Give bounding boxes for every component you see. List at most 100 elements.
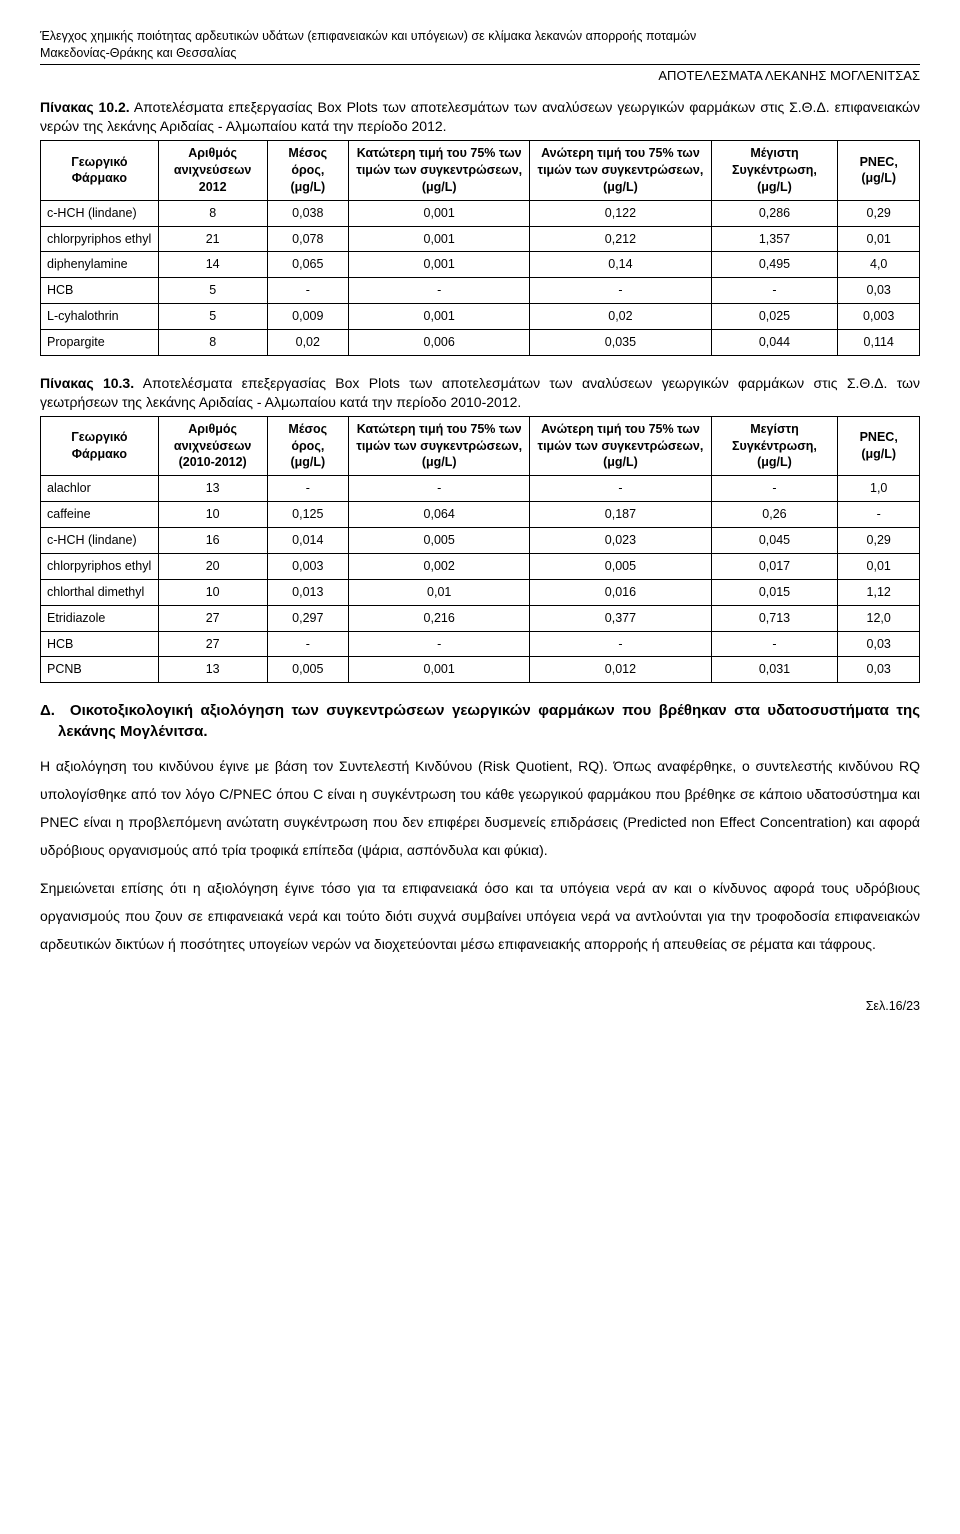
cell-pnec: 0,29: [838, 200, 920, 226]
col-mean-a: Μέσος όρος,: [288, 146, 327, 177]
cell-name: HCB: [41, 631, 159, 657]
table-row: Etridiazole270,2970,2160,3770,71312,0: [41, 605, 920, 631]
col-count-a: Αριθμός ανιχνεύσεων: [174, 146, 251, 177]
cell-pnec: 0,03: [838, 657, 920, 683]
cell-count: 21: [158, 226, 267, 252]
cell-count: 13: [158, 657, 267, 683]
cell-low: -: [349, 631, 530, 657]
page-footer: Σελ.16/23: [40, 998, 920, 1015]
cell-low: 0,001: [349, 252, 530, 278]
table-row: chlorthal dimethyl100,0130,010,0160,0151…: [41, 579, 920, 605]
header-subright: ΑΠΟΤΕΛΕΣΜΑΤΑ ΛΕΚΑΝΗΣ ΜΟΓΛΕΝΙΤΣΑΣ: [40, 67, 920, 85]
cell-max: -: [711, 631, 838, 657]
cell-high: -: [530, 631, 711, 657]
cell-count: 16: [158, 528, 267, 554]
cell-max: 0,015: [711, 579, 838, 605]
col-count-a: Αριθμός ανιχνεύσεων: [174, 422, 251, 453]
table-103-caption: Πίνακας 10.3. Αποτελέσματα επεξεργασίας …: [40, 374, 920, 412]
cell-mean: -: [267, 278, 349, 304]
cell-name: chlorpyriphos ethyl: [41, 226, 159, 252]
col-count-b: (2010-2012): [179, 455, 247, 469]
cell-low: -: [349, 278, 530, 304]
table-row: chlorpyriphos ethyl210,0780,0010,2121,35…: [41, 226, 920, 252]
cell-pnec: 12,0: [838, 605, 920, 631]
table-103: Γεωργικό Φάρμακο Αριθμός ανιχνεύσεων (201…: [40, 416, 920, 684]
cell-mean: 0,125: [267, 502, 349, 528]
cell-count: 20: [158, 553, 267, 579]
table-row: c-HCH (lindane)80,0380,0010,1220,2860,29: [41, 200, 920, 226]
col-mean-a: Μέσος όρος,: [288, 422, 327, 453]
cell-max: 0,26: [711, 502, 838, 528]
col-pnec-b: (μg/L): [861, 447, 896, 461]
cell-count: 13: [158, 476, 267, 502]
cell-max: -: [711, 278, 838, 304]
cell-low: 0,001: [349, 200, 530, 226]
cell-high: 0,377: [530, 605, 711, 631]
cell-mean: 0,297: [267, 605, 349, 631]
cell-name: diphenylamine: [41, 252, 159, 278]
table-row: PCNB130,0050,0010,0120,0310,03: [41, 657, 920, 683]
cell-mean: 0,009: [267, 304, 349, 330]
cell-low: 0,006: [349, 330, 530, 356]
cell-low: 0,01: [349, 579, 530, 605]
table-row: diphenylamine140,0650,0010,140,4954,0: [41, 252, 920, 278]
table-row: c-HCH (lindane)160,0140,0050,0230,0450,2…: [41, 528, 920, 554]
cell-count: 14: [158, 252, 267, 278]
table-103-caption-body: Αποτελέσματα επεξεργασίας Box Plots των …: [40, 375, 920, 410]
cell-mean: 0,003: [267, 553, 349, 579]
cell-pnec: 0,01: [838, 226, 920, 252]
cell-low: 0,001: [349, 304, 530, 330]
cell-name: c-HCH (lindane): [41, 200, 159, 226]
cell-pnec: 4,0: [838, 252, 920, 278]
cell-name: HCB: [41, 278, 159, 304]
cell-name: L-cyhalothrin: [41, 304, 159, 330]
cell-count: 5: [158, 304, 267, 330]
cell-high: 0,005: [530, 553, 711, 579]
col-high-a: Ανώτερη τιμή του 75% των τιμών των συγκε…: [537, 422, 703, 453]
table-103-label: Πίνακας 10.3.: [40, 375, 134, 391]
cell-low: 0,001: [349, 657, 530, 683]
cell-mean: 0,005: [267, 657, 349, 683]
cell-pnec: -: [838, 502, 920, 528]
table-row: Propargite80,020,0060,0350,0440,114: [41, 330, 920, 356]
col-low-a: Κατώτερη τιμή του 75% των τιμών των συγκ…: [356, 422, 522, 453]
cell-pnec: 1,12: [838, 579, 920, 605]
header-line1: Έλεγχος χημικής ποιότητας αρδευτικών υδά…: [40, 29, 696, 43]
cell-max: 0,044: [711, 330, 838, 356]
col-pnec-a: PNEC,: [860, 430, 898, 444]
cell-count: 10: [158, 579, 267, 605]
cell-count: 8: [158, 200, 267, 226]
cell-high: 0,016: [530, 579, 711, 605]
cell-mean: 0,02: [267, 330, 349, 356]
cell-low: 0,216: [349, 605, 530, 631]
cell-high: 0,122: [530, 200, 711, 226]
cell-max: 0,017: [711, 553, 838, 579]
cell-mean: 0,013: [267, 579, 349, 605]
col-mean-b: (μg/L): [290, 455, 325, 469]
table-102: Γεωργικό Φάρμακο Αριθμός ανιχνεύσεων2012…: [40, 140, 920, 356]
cell-high: 0,14: [530, 252, 711, 278]
col-max-a: Μεγίστη Συγκέντρωση,: [732, 422, 817, 453]
cell-high: 0,02: [530, 304, 711, 330]
cell-mean: 0,078: [267, 226, 349, 252]
cell-low: 0,064: [349, 502, 530, 528]
col-high-b: (μg/L): [603, 455, 638, 469]
cell-max: 0,713: [711, 605, 838, 631]
cell-name: alachlor: [41, 476, 159, 502]
col-low-a: Κατώτερη τιμή του 75% των τιμών των συγκ…: [356, 146, 522, 177]
table-102-label: Πίνακας 10.2.: [40, 99, 130, 115]
cell-max: 0,495: [711, 252, 838, 278]
col-pharmako: Γεωργικό Φάρμακο: [71, 430, 127, 461]
cell-mean: 0,014: [267, 528, 349, 554]
table-102-caption-body: Αποτελέσματα επεξεργασίας Box Plots των …: [40, 99, 920, 134]
col-low-b: (μg/L): [422, 180, 457, 194]
cell-mean: 0,065: [267, 252, 349, 278]
page-header: Έλεγχος χημικής ποιότητας αρδευτικών υδά…: [40, 28, 920, 65]
cell-high: 0,023: [530, 528, 711, 554]
cell-high: 0,012: [530, 657, 711, 683]
cell-count: 27: [158, 631, 267, 657]
col-high-a: Ανώτερη τιμή του 75% των τιμών των συγκε…: [537, 146, 703, 177]
table-row: chlorpyriphos ethyl200,0030,0020,0050,01…: [41, 553, 920, 579]
col-mean-b: (μg/L): [290, 180, 325, 194]
cell-max: -: [711, 476, 838, 502]
